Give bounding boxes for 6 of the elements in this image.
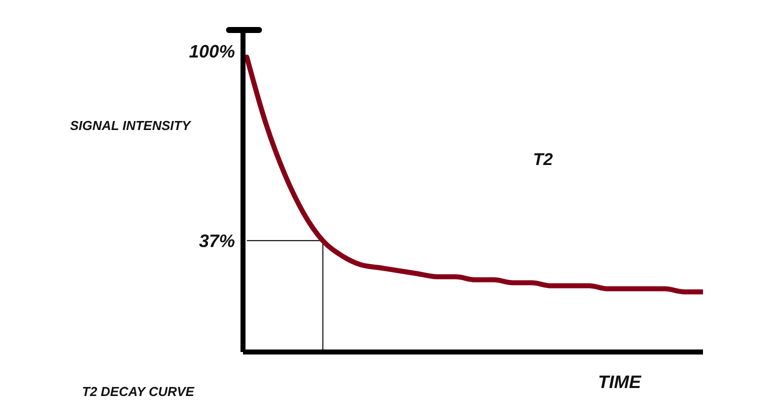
y-tick-label: 100% [188,41,235,62]
text: T2 DECAY CURVE [82,384,194,399]
y-axis-title: SIGNAL INTENSITY [70,118,190,133]
annotation: T2 [533,150,553,170]
x-axis-title: TIME [598,372,641,393]
y-tick-label: 37% [198,231,235,252]
